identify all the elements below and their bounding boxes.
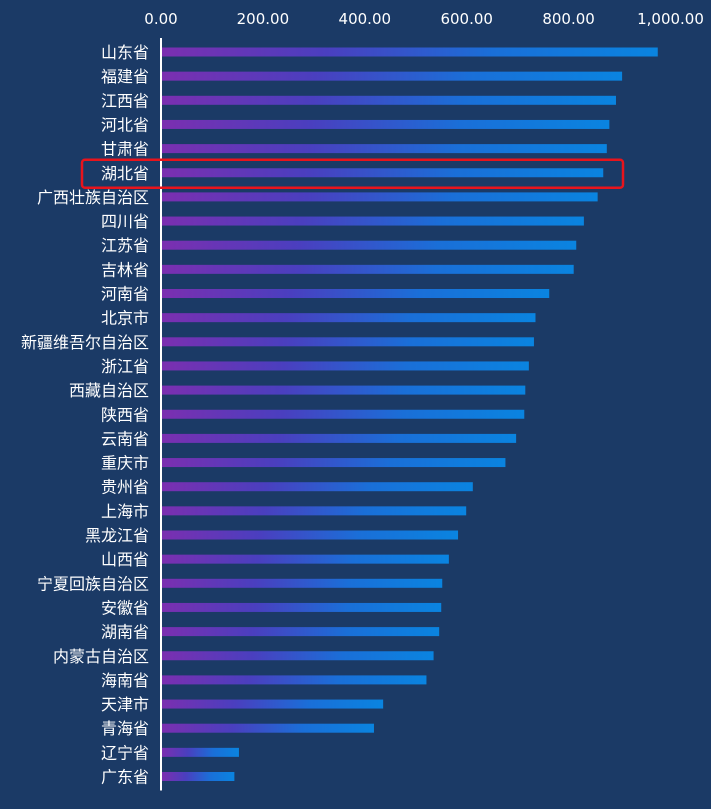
y-category-label: 山西省 (101, 550, 149, 569)
y-category-label: 西藏自治区 (69, 381, 149, 400)
y-category-label: 甘肃省 (101, 140, 149, 159)
bar[interactable] (162, 699, 384, 709)
y-category-label: 新疆维吾尔自治区 (21, 333, 149, 352)
x-tick-label: 400.00 (339, 10, 392, 28)
bar[interactable] (162, 144, 607, 154)
x-tick-label: 0.00 (144, 10, 177, 28)
bar[interactable] (162, 482, 473, 492)
y-category-label: 广西壮族自治区 (37, 188, 149, 207)
y-category-label: 云南省 (101, 429, 149, 448)
y-category-label: 重庆市 (101, 454, 149, 473)
x-tick-label: 800.00 (542, 10, 595, 28)
x-axis-ticks: 0.00 200.00 400.00 600.00 800.00 1,000.00 (144, 10, 704, 28)
bar[interactable] (162, 361, 529, 371)
y-category-label: 广东省 (101, 768, 149, 787)
bar[interactable] (162, 240, 577, 250)
y-category-label: 河北省 (101, 115, 149, 134)
bar[interactable] (162, 47, 658, 57)
bar[interactable] (162, 95, 616, 105)
bar[interactable] (162, 216, 584, 226)
bar[interactable] (162, 506, 467, 516)
y-category-label: 内蒙古自治区 (53, 647, 149, 666)
bar[interactable] (162, 458, 506, 468)
bar[interactable] (162, 627, 440, 637)
bar[interactable] (162, 747, 239, 757)
y-category-label: 湖北省 (101, 164, 149, 183)
bar[interactable] (162, 289, 550, 298)
bar[interactable] (162, 554, 449, 564)
y-category-label: 上海市 (101, 502, 149, 521)
bar[interactable] (162, 602, 442, 612)
bar[interactable] (162, 192, 598, 202)
y-category-label: 天津市 (101, 695, 149, 714)
bar[interactable] (162, 119, 610, 129)
bar[interactable] (162, 337, 534, 347)
highlight-box (80, 158, 625, 189)
bar[interactable] (162, 385, 526, 395)
bar[interactable] (162, 313, 536, 323)
bar[interactable] (162, 723, 374, 733)
y-category-label: 四川省 (101, 212, 149, 231)
y-axis-labels: 山东省福建省江西省河北省甘肃省湖北省广西壮族自治区四川省江苏省吉林省河南省北京市… (21, 43, 149, 787)
x-tick-label: 1,000.00 (637, 10, 704, 28)
y-category-label: 河南省 (101, 285, 149, 304)
y-category-label: 青海省 (101, 719, 149, 738)
bar[interactable] (162, 409, 525, 419)
bar[interactable] (162, 264, 574, 274)
y-category-label: 江西省 (101, 91, 149, 110)
x-tick-label: 200.00 (237, 10, 290, 28)
y-category-label: 黑龙江省 (85, 526, 149, 545)
y-category-label: 贵州省 (101, 478, 149, 497)
y-category-label: 山东省 (101, 43, 149, 62)
bar[interactable] (162, 168, 604, 178)
bar[interactable] (162, 772, 235, 781)
y-category-label: 安徽省 (101, 598, 149, 617)
y-category-label: 湖南省 (101, 623, 149, 642)
bar[interactable] (162, 578, 443, 588)
y-category-label: 北京市 (101, 309, 149, 328)
bar[interactable] (162, 433, 517, 443)
y-category-label: 吉林省 (101, 260, 149, 279)
bar[interactable] (162, 71, 623, 81)
y-category-label: 陕西省 (101, 405, 149, 424)
y-category-label: 海南省 (101, 671, 149, 690)
bars-group (162, 47, 658, 781)
x-tick-label: 600.00 (440, 10, 493, 28)
y-category-label: 福建省 (101, 67, 149, 86)
y-category-label: 辽宁省 (101, 743, 149, 762)
bar[interactable] (162, 675, 427, 685)
bar[interactable] (162, 651, 434, 661)
y-category-label: 宁夏回族自治区 (37, 574, 149, 593)
y-category-label: 浙江省 (101, 357, 149, 376)
y-category-label: 江苏省 (101, 236, 149, 255)
bar[interactable] (162, 530, 459, 540)
